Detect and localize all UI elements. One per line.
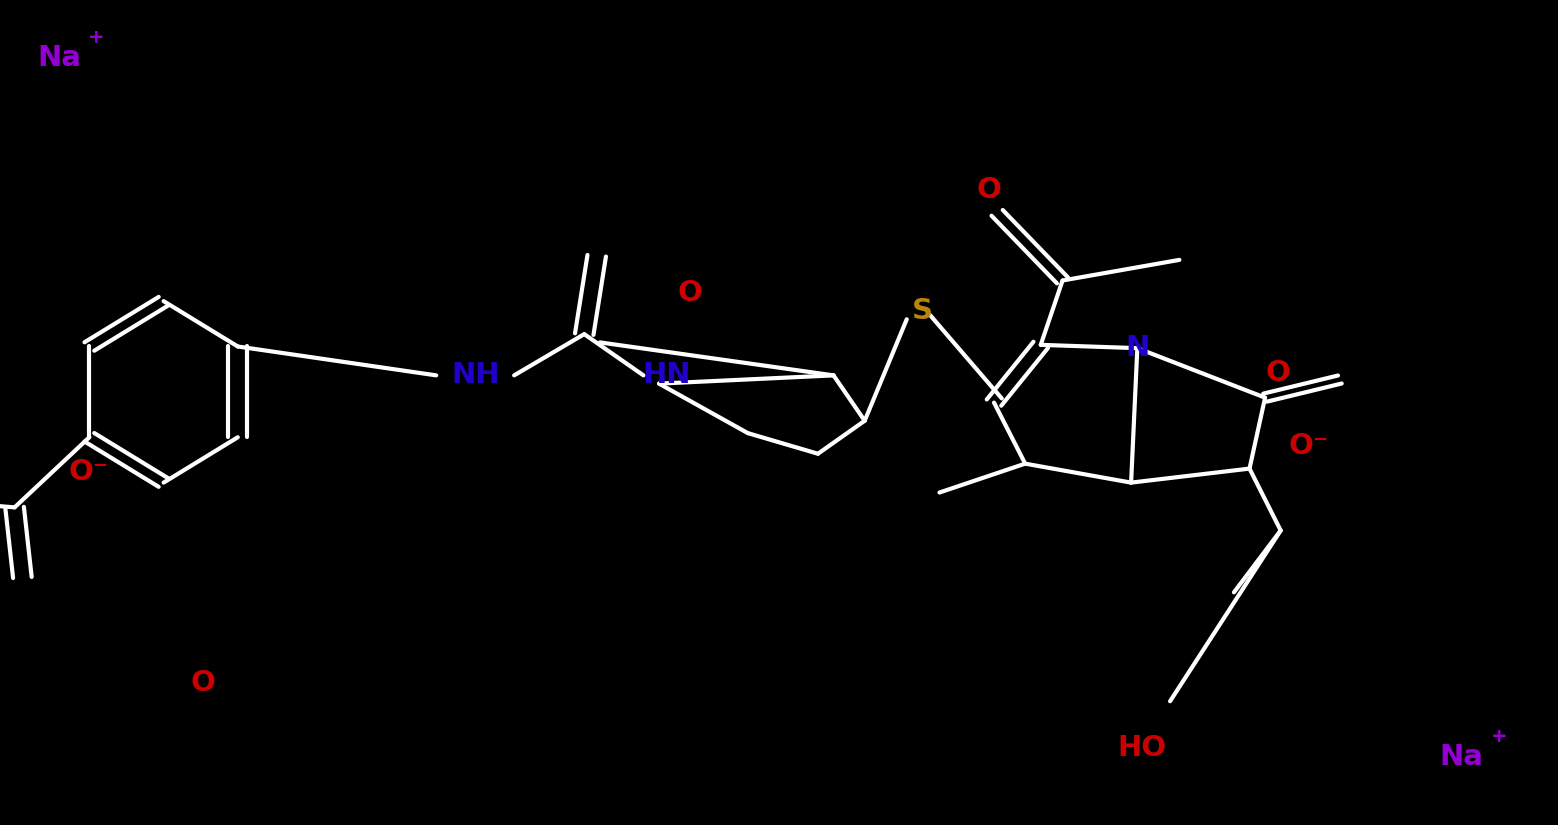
Text: O: O xyxy=(1265,359,1290,387)
Text: Na: Na xyxy=(37,44,81,72)
Text: O: O xyxy=(678,279,703,307)
Text: O⁻: O⁻ xyxy=(1288,431,1329,460)
Text: Na: Na xyxy=(1440,743,1483,771)
Text: +: + xyxy=(1491,727,1507,747)
Text: N: N xyxy=(1125,334,1150,362)
Text: O⁻: O⁻ xyxy=(69,458,109,486)
Text: +: + xyxy=(89,27,104,47)
Text: HN: HN xyxy=(642,361,692,389)
Text: O: O xyxy=(977,176,1002,204)
Text: O: O xyxy=(190,669,215,697)
Text: NH: NH xyxy=(450,361,500,389)
Text: HO: HO xyxy=(1117,734,1167,762)
Text: S: S xyxy=(911,297,933,325)
